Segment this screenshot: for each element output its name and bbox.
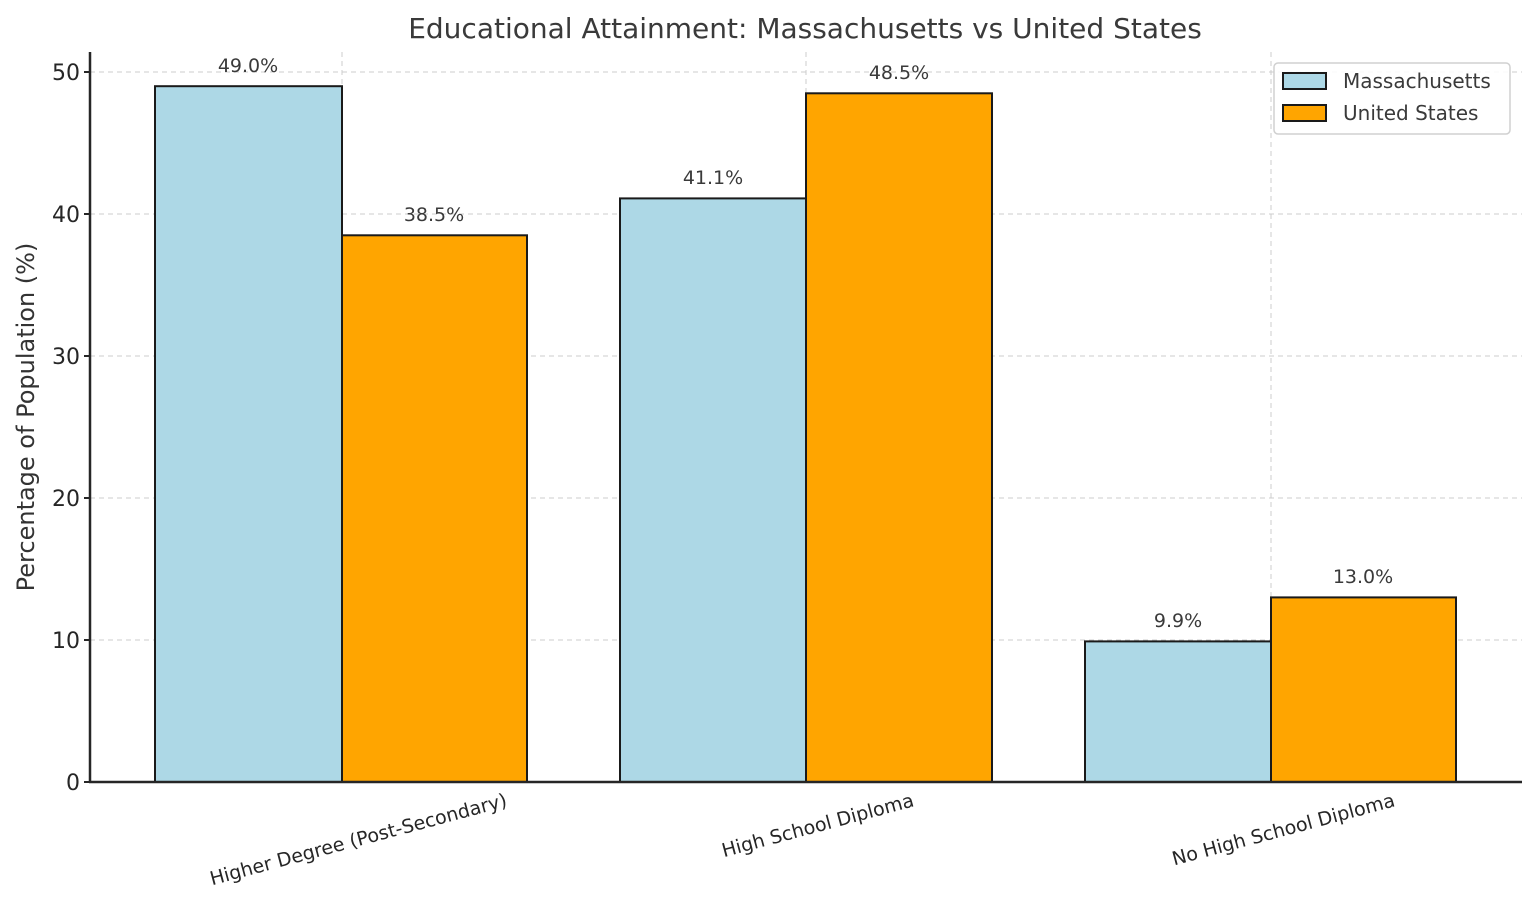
value-label: 9.9%: [1154, 610, 1202, 632]
y-tick-label: 20: [52, 487, 80, 512]
y-tick-label: 40: [52, 203, 80, 228]
legend-label-united-states: United States: [1343, 101, 1478, 125]
axes: [88, 52, 1522, 784]
bar-us-high-school: [805, 92, 993, 784]
value-label: 49.0%: [218, 55, 278, 77]
x-tick-label: No High School Diploma: [1170, 790, 1398, 871]
value-label: 38.5%: [404, 204, 464, 226]
series-massachusetts: [154, 85, 1272, 784]
bar-ma-higher-degree: [154, 85, 343, 783]
legend-swatch-united-states: [1282, 104, 1327, 122]
y-tick-label: 10: [52, 629, 80, 654]
bar-us-no-high-school: [1270, 596, 1457, 784]
value-label: 41.1%: [683, 167, 743, 189]
y-axis-label: Percentage of Population (%): [12, 243, 40, 592]
chart-title: Educational Attainment: Massachusetts vs…: [408, 12, 1202, 45]
series-united-states: [341, 92, 1457, 784]
bar-ma-high-school: [619, 197, 807, 783]
bar-us-higher-degree: [341, 234, 528, 784]
legend-swatch-massachusetts: [1282, 72, 1327, 90]
legend-box: [1273, 62, 1511, 135]
legend-label-massachusetts: Massachusetts: [1343, 69, 1491, 93]
value-labels: 49.0% 41.1% 9.9% 38.5% 48.5% 13.0%: [218, 55, 1393, 632]
value-label: 13.0%: [1333, 566, 1393, 588]
bar-ma-no-high-school: [1084, 640, 1272, 784]
x-tick-label: High School Diploma: [719, 790, 916, 862]
x-tick-labels: Higher Degree (Post-Secondary) High Scho…: [208, 790, 1398, 891]
y-tick-labels: 0 10 20 30 40 50: [52, 61, 80, 796]
value-label: 48.5%: [869, 62, 929, 84]
x-tick-label: Higher Degree (Post-Secondary): [208, 790, 510, 891]
y-tick-label: 30: [52, 345, 80, 370]
y-tick-label: 50: [52, 61, 80, 86]
y-tick-label: 0: [66, 771, 80, 796]
legend: Massachusetts United States: [1273, 62, 1511, 135]
y-ticks: [84, 71, 90, 783]
